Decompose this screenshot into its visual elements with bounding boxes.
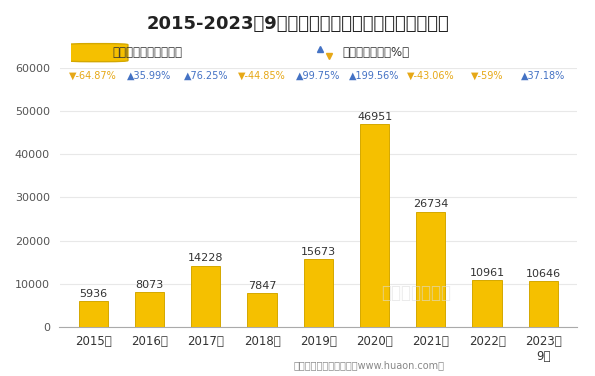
Text: 10646: 10646 [526, 269, 561, 279]
Text: ▲37.18%: ▲37.18% [521, 71, 565, 81]
Bar [248, 293, 277, 327]
Text: 2015-2023年9月大连商品交易所鸡蛋期货成交金额: 2015-2023年9月大连商品交易所鸡蛋期货成交金额 [146, 15, 449, 33]
Bar [191, 265, 220, 327]
Text: 10961: 10961 [469, 268, 505, 277]
Bar [135, 292, 164, 327]
Text: ▲35.99%: ▲35.99% [127, 71, 171, 81]
Text: 26734: 26734 [413, 199, 449, 209]
Bar [360, 124, 389, 327]
Bar [529, 281, 558, 327]
Text: 46951: 46951 [357, 112, 392, 122]
Bar [79, 302, 108, 327]
Text: 8073: 8073 [136, 280, 164, 290]
Text: ▲99.75%: ▲99.75% [296, 71, 340, 81]
Text: 制图：华经产业研究院（www.huaon.com）: 制图：华经产业研究院（www.huaon.com） [293, 360, 444, 370]
Text: ▼-43.06%: ▼-43.06% [407, 71, 455, 81]
Text: ▲199.56%: ▲199.56% [349, 71, 400, 81]
Text: ▲76.25%: ▲76.25% [183, 71, 228, 81]
Text: 5936: 5936 [79, 289, 107, 299]
Bar [303, 259, 333, 327]
Text: 华经产业研究院: 华经产业研究院 [381, 284, 452, 302]
Text: 期货成交金额（亿元）: 期货成交金额（亿元） [112, 46, 182, 59]
Text: ▼-59%: ▼-59% [471, 71, 503, 81]
Text: ▼-64.87%: ▼-64.87% [70, 71, 117, 81]
FancyBboxPatch shape [67, 44, 128, 62]
Text: 15673: 15673 [300, 247, 336, 257]
Bar [416, 212, 446, 327]
Text: 14228: 14228 [188, 253, 224, 264]
Bar [472, 280, 502, 327]
Text: 累计同比增长（%）: 累计同比增长（%） [343, 46, 410, 59]
Text: ▼-44.85%: ▼-44.85% [238, 71, 286, 81]
Text: 7847: 7847 [248, 281, 276, 291]
